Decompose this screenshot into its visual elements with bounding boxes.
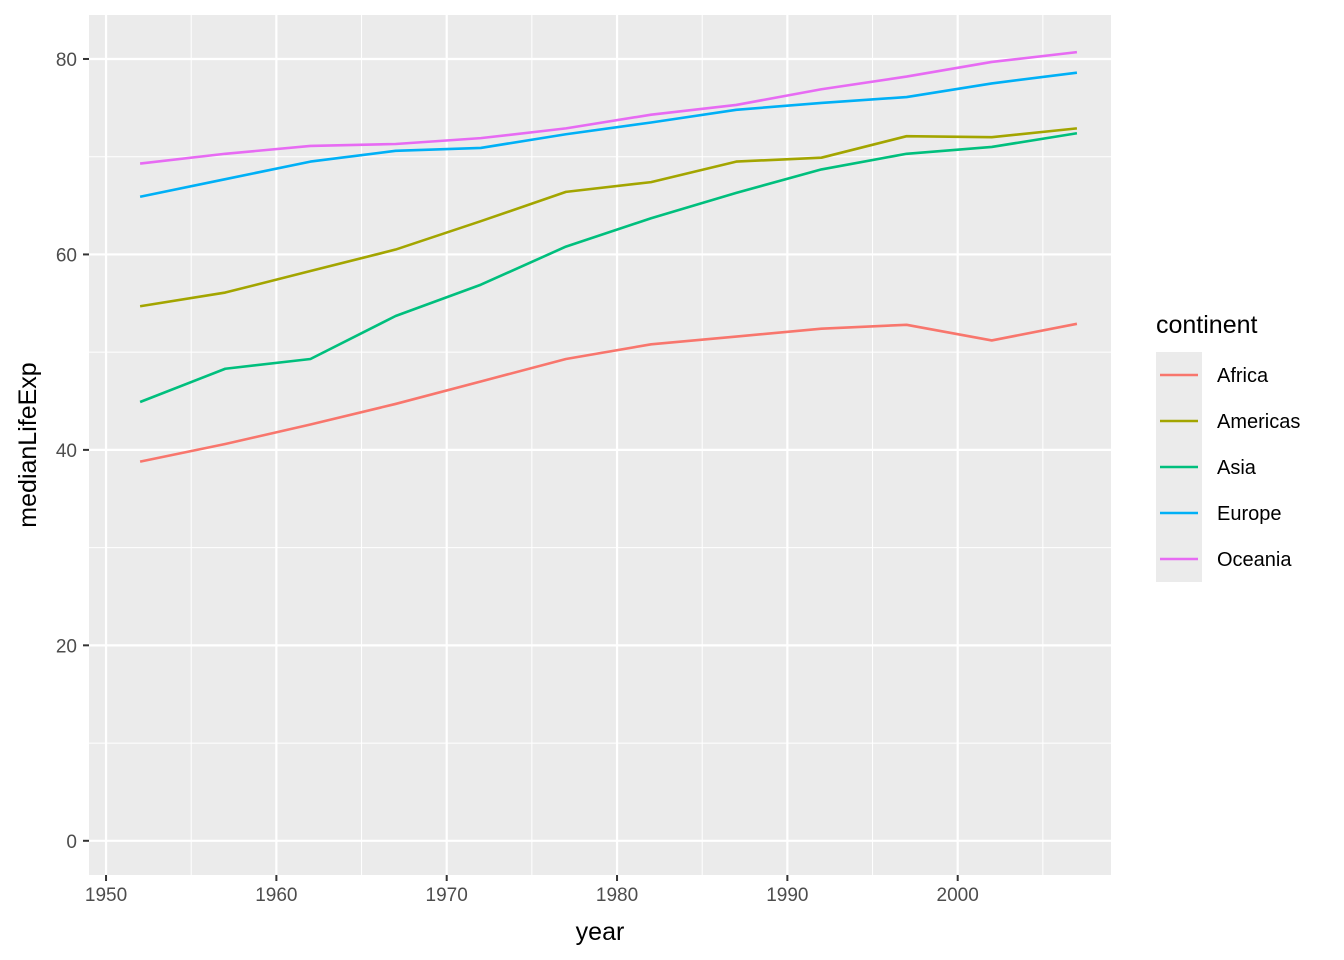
series-line-oceania bbox=[139, 50, 1078, 165]
series-line-americas bbox=[139, 127, 1078, 308]
y-tick-label: 0 bbox=[66, 832, 77, 853]
series-line-africa bbox=[139, 322, 1078, 463]
x-tick-label: 1990 bbox=[766, 885, 808, 906]
legend: continent Africa Americas Asia Europe Oceani… bbox=[1156, 311, 1300, 582]
x-tick-label: 1960 bbox=[255, 885, 297, 906]
major-gridlines bbox=[89, 15, 1111, 875]
legend-label-americas: Americas bbox=[1217, 411, 1300, 433]
series-lines bbox=[139, 50, 1078, 463]
legend-label-oceania: Oceania bbox=[1217, 549, 1292, 571]
x-tick-label: 1970 bbox=[426, 885, 468, 906]
series-line-asia bbox=[139, 131, 1078, 404]
legend-label-asia: Asia bbox=[1217, 457, 1257, 479]
x-tick-label: 2000 bbox=[937, 885, 979, 906]
y-tick-label: 20 bbox=[56, 636, 77, 657]
legend-title: continent bbox=[1156, 311, 1258, 339]
y-tick-label: 40 bbox=[56, 441, 77, 462]
plot-panel bbox=[89, 15, 1111, 875]
x-axis-title: year bbox=[576, 918, 625, 946]
y-axis-title: medianLifeExp bbox=[14, 362, 42, 527]
x-tick-label: 1950 bbox=[85, 885, 127, 906]
y-tick-label: 60 bbox=[56, 245, 77, 266]
x-tick-label: 1980 bbox=[596, 885, 638, 906]
legend-label-europe: Europe bbox=[1217, 503, 1282, 525]
axis-ticks bbox=[83, 57, 959, 881]
tick-labels: 1950 1960 1970 1980 1990 2000 0 20 40 60 80 bbox=[56, 50, 979, 906]
legend-label-africa: Africa bbox=[1217, 365, 1269, 387]
minor-gridlines bbox=[89, 15, 1111, 875]
series-line-europe bbox=[139, 71, 1078, 199]
y-tick-label: 80 bbox=[56, 50, 77, 71]
